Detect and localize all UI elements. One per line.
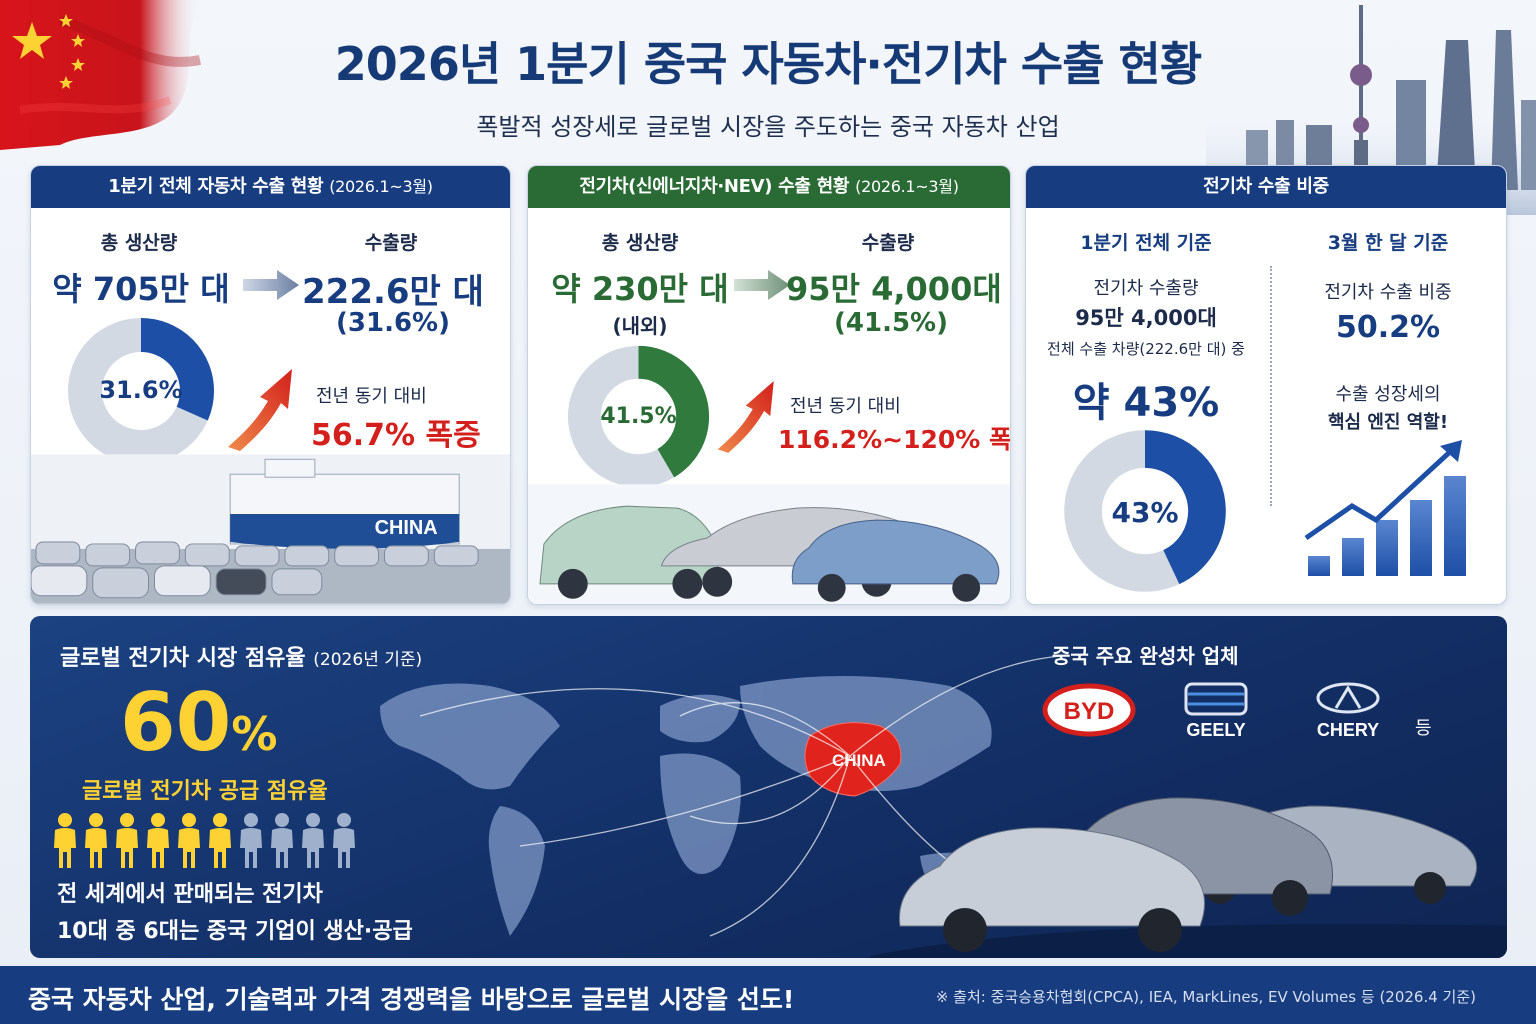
- person-icon-highlighted: [178, 813, 200, 868]
- chery-logo-text: CHERY: [1317, 720, 1379, 740]
- march-ev-share-label: 전기차 수출 비중: [1324, 282, 1452, 303]
- total-export-share: (31.6%): [336, 308, 450, 338]
- person-icon-highlighted: [147, 813, 169, 868]
- rising-bar-chart-icon: [1304, 440, 1466, 576]
- nev-production-value: 약 230만 대: [551, 270, 729, 308]
- nev-export-panel-header: 전기차(신에너지차·NEV) 수출 현황 (2026.1~3월): [528, 166, 1010, 208]
- person-icon: [302, 813, 324, 868]
- column-divider: [1270, 266, 1272, 506]
- total-export-panel: 1분기 전체 자동차 수출 현황 (2026.1~3월) 총 생산량 약 705…: [30, 165, 511, 605]
- nev-export-period: (2026.1~3월): [855, 177, 959, 196]
- chinese-cars-image: [870, 797, 1507, 958]
- global-share-description-2: 10대 중 6대는 중국 기업이 생산·공급: [57, 919, 413, 944]
- cargo-ship-port-image: CHINA: [31, 454, 510, 604]
- growth-engine-note-1: 수출 성장세의: [1335, 384, 1441, 405]
- ev-share-panel: 전기차 수출 비중 1분기 전체 기준 전기차 수출량 95만 4,000대 전…: [1025, 165, 1507, 605]
- footer-source: ※ 출처: 중국승용차협회(CPCA), IEA, MarkLines, EV …: [935, 988, 1476, 1006]
- page-subtitle: 폭발적 성장세로 글로벌 시장을 주도하는 중국 자동차 산업: [476, 113, 1060, 141]
- donut-segment-export: [68, 318, 214, 464]
- person-icon: [333, 813, 355, 868]
- quarter-basis-heading: 1분기 전체 기준: [1080, 232, 1212, 254]
- major-makers-title: 중국 주요 완성차 업체: [1052, 644, 1239, 668]
- person-icon: [240, 813, 262, 868]
- march-basis-heading: 3월 한 달 기준: [1327, 232, 1449, 254]
- ev-share-donut-chart: [1064, 430, 1226, 592]
- makers-etc: 등: [1415, 718, 1432, 739]
- donut-segment-ev: [1064, 430, 1226, 592]
- global-market-section: CHINA 글로벌 전기차 시장 점유율 (2026년 기준) 60% 글로벌 …: [30, 616, 1507, 958]
- quarter-total-export-note: 전체 수출 차량(222.6만 대) 중: [1047, 340, 1245, 358]
- nev-export-label: 수출량: [861, 232, 915, 254]
- global-share-unit: %: [231, 707, 278, 761]
- byd-logo: BYD: [1042, 683, 1136, 737]
- person-icon-highlighted: [209, 813, 231, 868]
- total-export-title: 1분기 전체 자동차 수출 현황: [108, 176, 324, 197]
- person-icon-highlighted: [54, 813, 76, 868]
- nev-production-label: 총 생산량: [601, 232, 679, 254]
- march-ev-share-value: 50.2%: [1335, 310, 1441, 345]
- total-export-donut-label: 31.6%: [99, 376, 183, 404]
- growth-arrow-icon: [228, 369, 292, 451]
- footer-message: 중국 자동차 산업, 기술력과 가격 경쟁력을 바탕으로 글로벌 시장을 선도!: [28, 985, 795, 1014]
- nev-yoy-label: 전년 동기 대비: [790, 396, 901, 417]
- person-icon-highlighted: [85, 813, 107, 868]
- nev-production-note: (내외): [612, 314, 668, 338]
- global-share-title-text: 글로벌 전기차 시장 점유율: [60, 646, 306, 671]
- footer-banner: 중국 자동차 산업, 기술력과 가격 경쟁력을 바탕으로 글로벌 시장을 선도!…: [0, 966, 1536, 1024]
- person-icon: [271, 813, 293, 868]
- total-export-value: 222.6만 대: [302, 272, 484, 312]
- ship-hull-text: CHINA: [375, 517, 438, 539]
- person-icon-highlighted: [116, 813, 138, 868]
- total-export-donut-chart: [68, 318, 214, 464]
- nev-yoy-value: 116.2%~120% 폭증: [778, 425, 1011, 454]
- total-yoy-label: 전년 동기 대비: [316, 386, 427, 407]
- nev-export-donut-label: 41.5%: [600, 404, 677, 429]
- total-production-label: 총 생산량: [100, 232, 178, 254]
- ev-share-panel-header: 전기차 수출 비중: [1026, 166, 1506, 208]
- export-route-lines: [419, 655, 1061, 937]
- nev-export-value: 95만 4,000대: [786, 270, 1002, 308]
- nev-export-donut-chart: [567, 345, 710, 488]
- nev-export-title: 전기차(신에너지차·NEV) 수출 현황: [579, 176, 850, 197]
- quarter-ev-share-value: 약 43%: [1072, 380, 1220, 426]
- people-pictogram: [54, 813, 355, 868]
- total-export-period: (2026.1~3월): [329, 177, 433, 196]
- geely-logo-text: GEELY: [1186, 720, 1245, 740]
- donut-segment-export: [567, 345, 710, 488]
- nev-export-panel: 전기차(신에너지차·NEV) 수출 현황 (2026.1~3월) 총 생산량 약…: [527, 165, 1011, 605]
- global-share-description-1: 전 세계에서 판매되는 전기차: [57, 882, 323, 907]
- right-arrow-icon: [243, 270, 299, 300]
- global-share-caption: 글로벌 전기차 공급 점유율: [82, 779, 328, 804]
- total-export-panel-header: 1분기 전체 자동차 수출 현황 (2026.1~3월): [31, 166, 510, 208]
- growth-arrow-icon: [717, 381, 774, 453]
- china-map-label: CHINA: [832, 751, 886, 770]
- nev-export-share: (41.5%): [834, 308, 948, 338]
- byd-logo-text: BYD: [1064, 698, 1115, 725]
- chery-logo: CHERY: [1316, 682, 1380, 740]
- global-share-value: 60%: [120, 676, 277, 769]
- ev-share-donut-label: 43%: [1111, 496, 1179, 529]
- quarter-ev-export-value: 95만 4,000대: [1075, 306, 1217, 330]
- right-arrow-icon: [734, 270, 790, 300]
- global-share-title: 글로벌 전기차 시장 점유율 (2026년 기준): [60, 640, 422, 672]
- total-yoy-value: 56.7% 폭증: [311, 418, 481, 453]
- electric-cars-image: [528, 484, 1010, 604]
- growth-engine-note-2: 핵심 엔진 역할!: [1327, 412, 1449, 433]
- quarter-ev-export-label: 전기차 수출량: [1093, 278, 1199, 299]
- china-flag-image: [0, 0, 201, 150]
- total-export-label: 수출량: [364, 232, 418, 254]
- geely-logo: GEELY: [1184, 682, 1248, 740]
- global-share-title-note: (2026년 기준): [313, 650, 423, 670]
- page-title: 2026년 1분기 중국 자동차·전기차 수출 현황: [334, 37, 1202, 91]
- total-production-value: 약 705만 대: [52, 270, 230, 308]
- global-share-number: 60: [120, 676, 232, 769]
